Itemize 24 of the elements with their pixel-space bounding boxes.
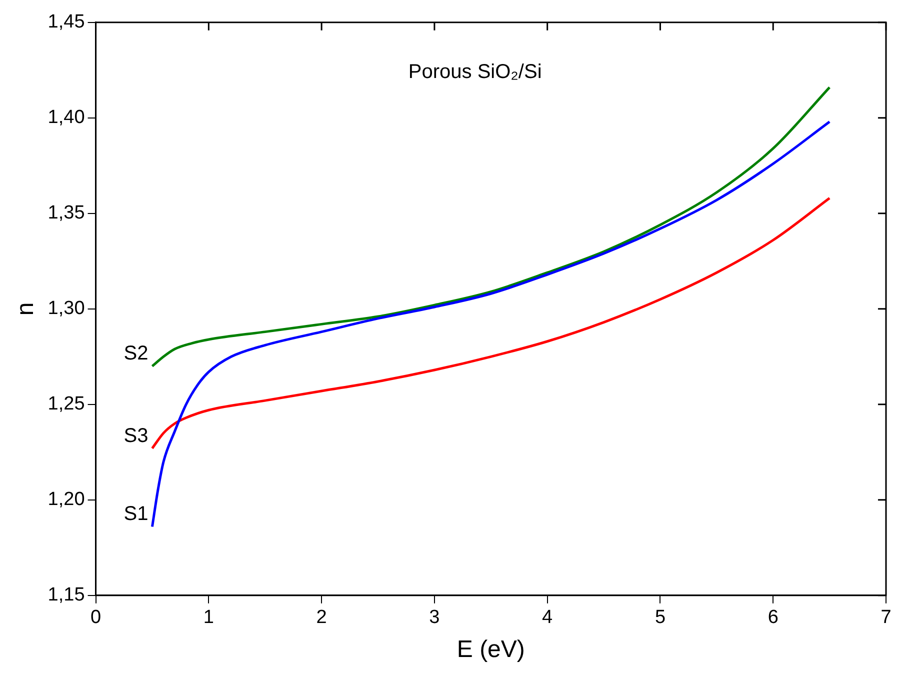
annotation: Porous SiO₂/Si (408, 60, 542, 83)
x-tick-label: 1 (203, 607, 214, 628)
x-tick-label: 5 (654, 607, 666, 628)
x-tick-label: 4 (542, 607, 554, 628)
line-series (150, 86, 831, 368)
y-tick-label: 1,45 (48, 12, 85, 33)
series-label: S3 (124, 424, 148, 447)
y-tick-label: 1,15 (48, 584, 85, 606)
x-tick-label: 7 (880, 607, 892, 628)
x-axis-title: E (eV) (456, 636, 525, 664)
y-tick-label: 1,40 (48, 107, 85, 128)
x-tick-label: 3 (429, 607, 440, 628)
y-tick-label: 1,20 (48, 489, 85, 510)
x-tick-label: 6 (768, 607, 778, 628)
series-label: S1 (124, 503, 148, 526)
series-label: S2 (124, 342, 148, 365)
y-tick-label: 1,35 (48, 202, 85, 224)
y-tick-label: 1,25 (48, 394, 85, 415)
line-series (150, 196, 831, 450)
x-tick-label: 0 (90, 607, 102, 628)
line-series (150, 120, 831, 528)
x-tick-label: 2 (316, 607, 327, 628)
y-tick-label: 1,30 (48, 298, 85, 320)
y-axis-title: n (12, 302, 40, 316)
